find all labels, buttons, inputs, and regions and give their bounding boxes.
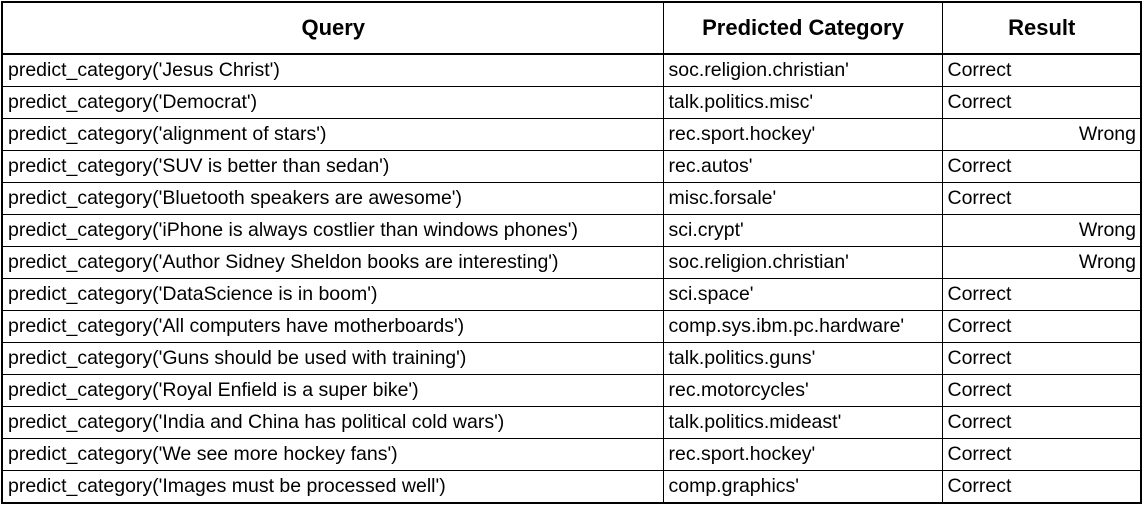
result-cell: Correct xyxy=(941,310,1142,343)
predicted-category-cell: comp.graphics' xyxy=(662,470,943,504)
result-cell: Wrong xyxy=(941,246,1142,279)
table-row: predict_category('Images must be process… xyxy=(1,470,1142,504)
query-cell: predict_category('Author Sidney Sheldon … xyxy=(1,246,664,279)
query-cell: predict_category('Royal Enfield is a sup… xyxy=(1,374,664,407)
predicted-category-cell: rec.sport.hockey' xyxy=(662,118,943,151)
predicted-category-cell: talk.politics.mideast' xyxy=(662,406,943,439)
query-cell: predict_category('We see more hockey fan… xyxy=(1,438,664,471)
predicted-category-cell: sci.space' xyxy=(662,278,943,311)
query-cell: predict_category('Bluetooth speakers are… xyxy=(1,182,664,215)
result-cell: Correct xyxy=(941,374,1142,407)
result-cell: Correct xyxy=(941,53,1142,87)
result-cell: Correct xyxy=(941,278,1142,311)
table-row: predict_category('DataScience is in boom… xyxy=(1,278,1142,311)
query-cell: predict_category('alignment of stars') xyxy=(1,118,664,151)
query-cell: predict_category('Jesus Christ') xyxy=(1,53,664,87)
result-cell: Correct xyxy=(941,150,1142,183)
result-cell: Wrong xyxy=(941,214,1142,247)
result-cell: Correct xyxy=(941,342,1142,375)
result-cell: Correct xyxy=(941,406,1142,439)
predicted-category-cell: soc.religion.christian' xyxy=(662,246,943,279)
result-cell: Correct xyxy=(941,182,1142,215)
column-header-predicted-category: Predicted Category xyxy=(662,1,943,55)
result-cell: Wrong xyxy=(941,118,1142,151)
result-cell: Correct xyxy=(941,438,1142,471)
predicted-category-cell: comp.sys.ibm.pc.hardware' xyxy=(662,310,943,343)
table-row: predict_category('Royal Enfield is a sup… xyxy=(1,374,1142,407)
predicted-category-cell: soc.religion.christian' xyxy=(662,53,943,87)
table-row: predict_category('Author Sidney Sheldon … xyxy=(1,246,1142,279)
table-row: predict_category('Guns should be used wi… xyxy=(1,342,1142,375)
header-row: Query Predicted Category Result xyxy=(1,1,1142,55)
table-row: predict_category('India and China has po… xyxy=(1,406,1142,439)
table-row: predict_category('Democrat') talk.politic… xyxy=(1,86,1142,119)
predicted-category-cell: rec.motorcycles' xyxy=(662,374,943,407)
predicted-category-cell: rec.sport.hockey' xyxy=(662,438,943,471)
result-cell: Correct xyxy=(941,470,1142,504)
query-cell: predict_category('iPhone is always costl… xyxy=(1,214,664,247)
query-cell: predict_category('Guns should be used wi… xyxy=(1,342,664,375)
query-cell: predict_category('All computers have mot… xyxy=(1,310,664,343)
predicted-category-cell: talk.politics.guns' xyxy=(662,342,943,375)
table-row: predict_category('All computers have mot… xyxy=(1,310,1142,343)
query-cell: predict_category('India and China has po… xyxy=(1,406,664,439)
column-header-query: Query xyxy=(1,1,664,55)
predicted-category-cell: talk.politics.misc' xyxy=(662,86,943,119)
predicted-category-cell: misc.forsale' xyxy=(662,182,943,215)
result-cell: Correct xyxy=(941,86,1142,119)
table-row: predict_category('Jesus Christ') soc.reli… xyxy=(1,53,1142,87)
query-cell: predict_category('Images must be process… xyxy=(1,470,664,504)
predicted-category-cell: sci.crypt' xyxy=(662,214,943,247)
table-row: predict_category('We see more hockey fan… xyxy=(1,438,1142,471)
table-row: predict_category('alignment of stars') re… xyxy=(1,118,1142,151)
predicted-category-cell: rec.autos' xyxy=(662,150,943,183)
query-cell: predict_category('DataScience is in boom… xyxy=(1,278,664,311)
query-cell: predict_category('Democrat') xyxy=(1,86,664,119)
table-body: predict_category('Jesus Christ') soc.reli… xyxy=(1,53,1142,504)
table-row: predict_category('iPhone is always costl… xyxy=(1,214,1142,247)
table-row: predict_category('Bluetooth speakers are… xyxy=(1,182,1142,215)
query-cell: predict_category('SUV is better than sed… xyxy=(1,150,664,183)
table-row: predict_category('SUV is better than sed… xyxy=(1,150,1142,183)
column-header-result: Result xyxy=(941,1,1142,55)
